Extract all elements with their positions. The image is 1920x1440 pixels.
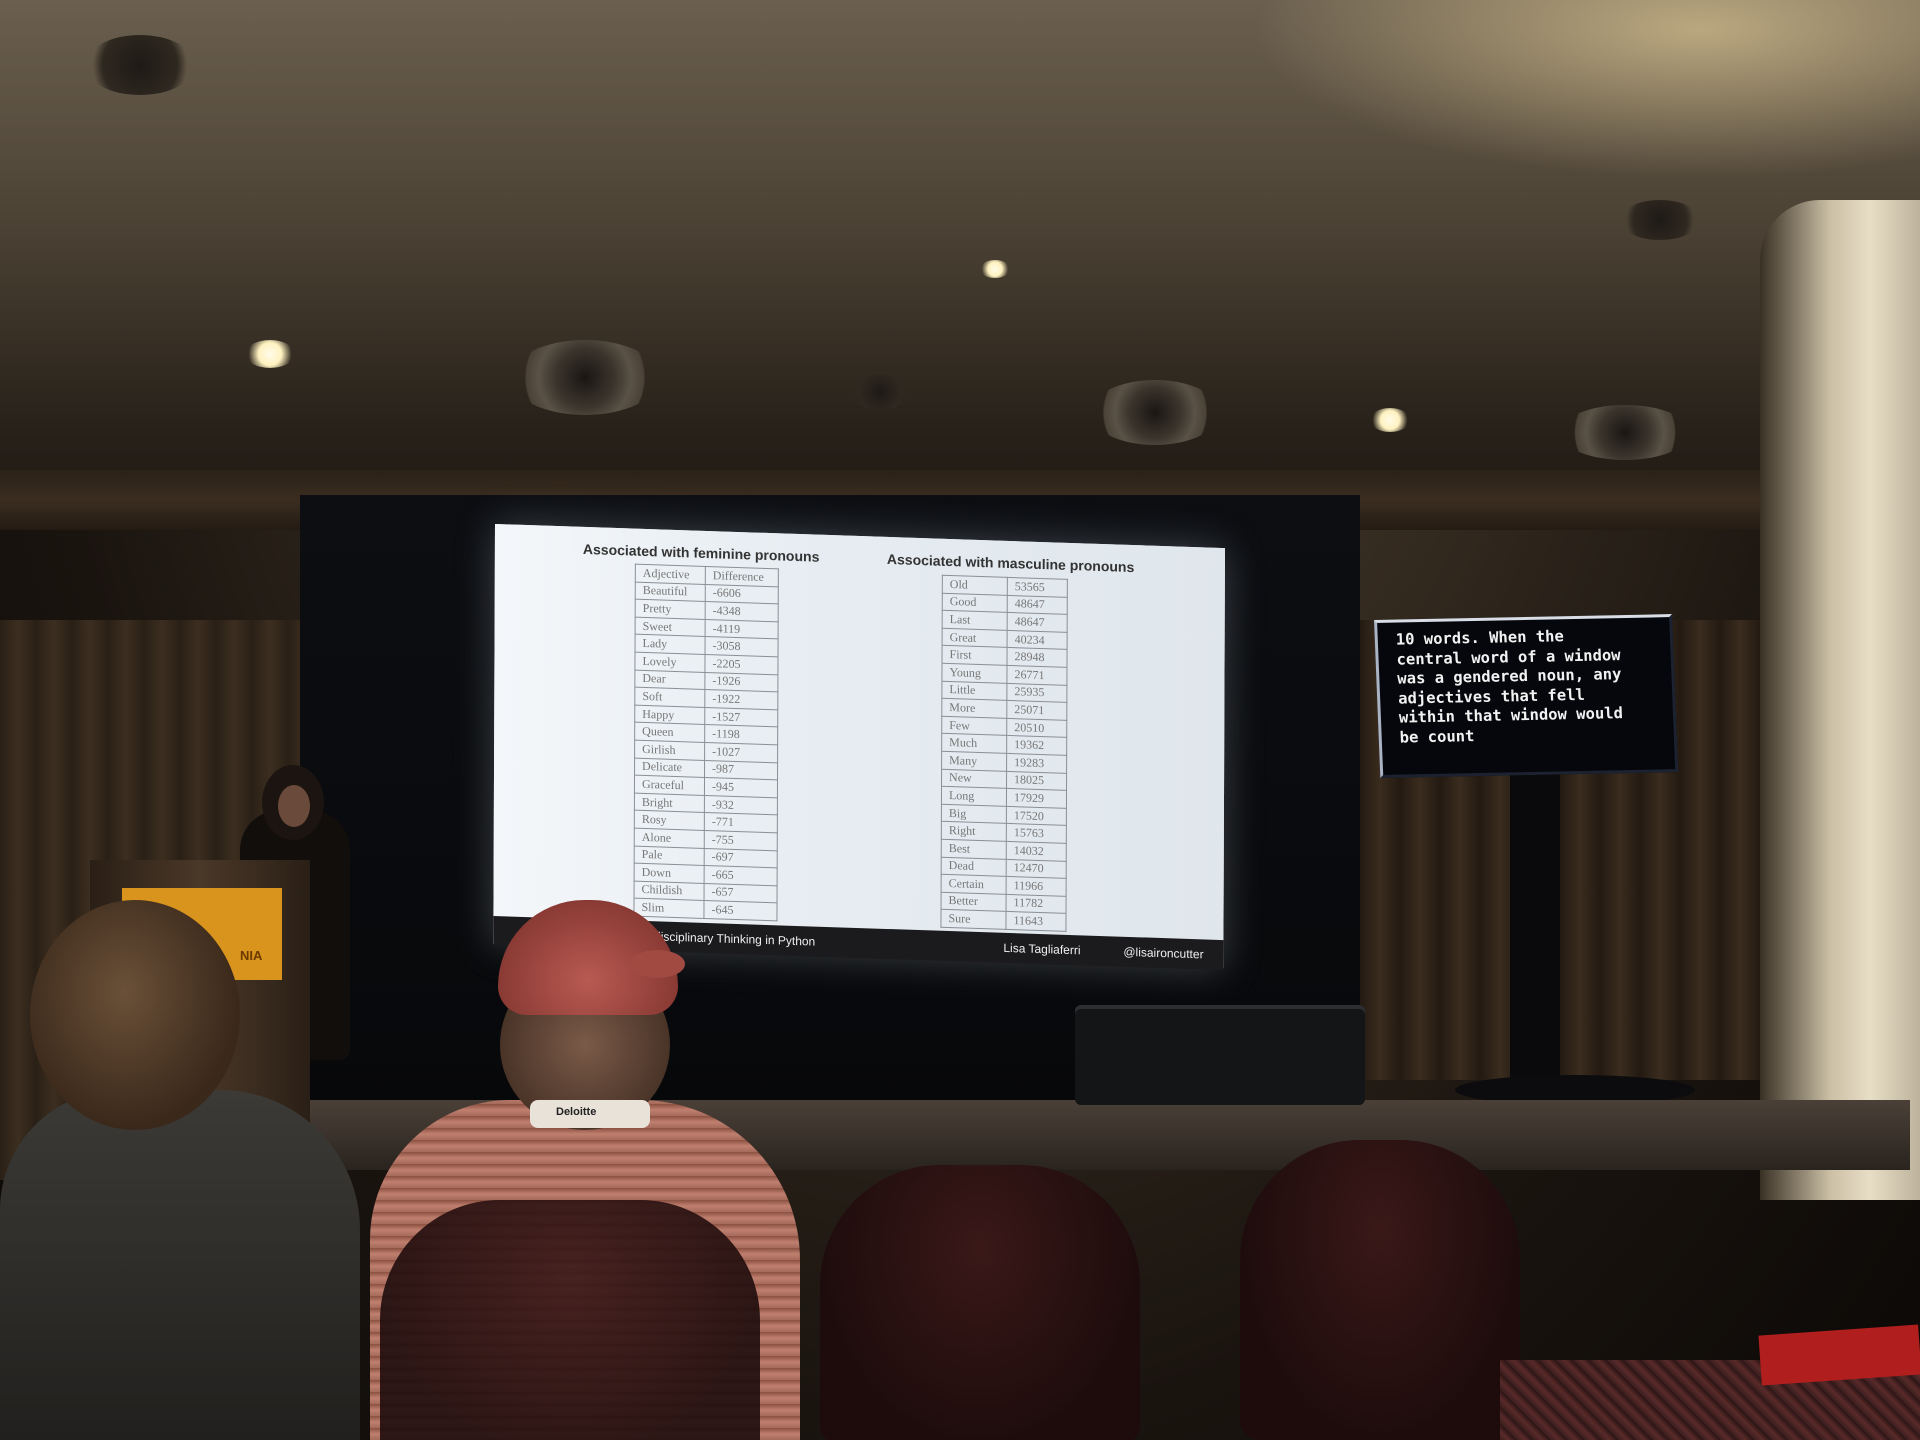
adjective-cell: Big — [941, 803, 1007, 824]
adjective-cell: Last — [942, 610, 1008, 631]
adjective-cell: Many — [941, 751, 1007, 771]
adjective-cell: Rosy — [634, 810, 705, 831]
adjective-cell: Soft — [634, 687, 705, 708]
ceiling-vent — [510, 340, 660, 415]
adjective-cell: Great — [942, 628, 1008, 648]
speaker-name: Lisa Tagliaferri — [1003, 940, 1081, 958]
adjective-cell: Young — [941, 663, 1008, 683]
difference-cell: 15763 — [1006, 823, 1067, 844]
adjective-cell: Delicate — [634, 757, 705, 778]
pillar — [1760, 200, 1920, 1200]
difference-cell: 14032 — [1006, 841, 1067, 861]
adjective-cell: Childish — [634, 880, 705, 901]
difference-cell: 26771 — [1006, 665, 1068, 685]
difference-cell: 40234 — [1007, 630, 1068, 650]
difference-cell: 28948 — [1007, 647, 1068, 668]
difference-cell: 11643 — [1005, 911, 1067, 932]
ceiling-speaker — [1620, 200, 1700, 240]
difference-cell: 11782 — [1006, 894, 1067, 914]
adjective-cell: Lovely — [634, 652, 706, 673]
adjective-cell: More — [941, 698, 1007, 719]
feminine-table: Adjective Difference Beautiful -6606 Pretty -… — [633, 564, 779, 922]
audience-member-left — [0, 1090, 360, 1440]
speaker-handle: @lisaironcutter — [1123, 944, 1204, 962]
red-cap-brim — [630, 950, 685, 978]
difference-cell: 48647 — [1007, 595, 1068, 615]
adjective-cell: Best — [941, 839, 1007, 859]
masculine-table: Old 53565 Good 48647 Last 48647 Great 40234 Firs… — [940, 575, 1068, 932]
adjective-cell: Better — [941, 891, 1007, 912]
adjective-cell: Right — [941, 821, 1007, 842]
ceiling-speaker — [85, 35, 195, 95]
difference-cell: 18025 — [1006, 770, 1067, 791]
adjective-cell: Pretty — [635, 599, 706, 620]
difference-cell: 11966 — [1006, 876, 1067, 897]
talk-title: erdisciplinary Thinking in Python — [643, 928, 816, 949]
ceiling-light-glow — [1250, 0, 1920, 180]
podium-sign-text: NIA — [240, 948, 263, 963]
difference-cell: 19283 — [1006, 753, 1067, 773]
caption-monitor: 10 words. When the central word of a win… — [1374, 614, 1679, 778]
audience-member-left-head — [30, 900, 240, 1130]
adjective-cell: Good — [942, 592, 1008, 613]
difference-cell: 12470 — [1006, 858, 1067, 879]
ceiling-vent — [1090, 380, 1220, 445]
difference-cell: 25071 — [1006, 700, 1067, 721]
ceiling-light — [980, 260, 1010, 278]
adjective-cell: Dead — [941, 856, 1007, 877]
adjective-cell: Certain — [941, 874, 1007, 895]
ceiling-light — [1370, 408, 1410, 432]
ceiling-fixture — [850, 375, 910, 410]
presenter-face — [278, 785, 310, 827]
adjective-cell: Bright — [634, 792, 705, 813]
adjective-cell: Alone — [634, 828, 705, 848]
adjective-cell: Much — [941, 733, 1007, 754]
adjective-cell: Little — [941, 680, 1007, 701]
ceiling-vent — [1560, 405, 1690, 460]
audience-chair — [1240, 1140, 1520, 1440]
adjective-cell: Slim — [633, 898, 705, 919]
adjective-cell: Long — [941, 786, 1007, 807]
adjective-cell: Beautiful — [635, 581, 706, 602]
adjective-cell: Happy — [634, 704, 705, 725]
monitor-stand — [1510, 770, 1560, 1100]
live-caption-text: 10 words. When the central word of a win… — [1395, 627, 1624, 747]
table-row: Sure 11643 — [940, 909, 1067, 932]
adjective-cell: New — [941, 768, 1007, 789]
lanyard-text: Deloitte — [556, 1106, 597, 1118]
adjective-cell: Girlish — [634, 740, 705, 760]
difference-cell: 48647 — [1007, 612, 1068, 633]
floor-projector — [1075, 1005, 1365, 1105]
audience-chair — [820, 1165, 1140, 1440]
adjective-cell: Old — [942, 575, 1008, 596]
difference-cell: 17520 — [1006, 806, 1067, 826]
adjective-cell: Queen — [634, 722, 705, 743]
adjective-cell: Lady — [635, 634, 706, 655]
table-header-cell: Adjective — [635, 564, 706, 585]
difference-cell: 53565 — [1007, 577, 1068, 597]
adjective-cell: Graceful — [634, 775, 705, 796]
difference-cell: 17929 — [1006, 788, 1067, 809]
adjective-cell: Pale — [634, 845, 705, 866]
conference-lanyard — [530, 1100, 650, 1128]
difference-cell: 19362 — [1006, 735, 1067, 756]
audience-chair — [380, 1200, 760, 1440]
difference-cell: 20510 — [1006, 718, 1067, 738]
adjective-cell: Few — [941, 716, 1007, 736]
difference-cell: 25935 — [1006, 682, 1067, 703]
adjective-cell: Down — [634, 863, 705, 884]
adjective-cell: First — [942, 645, 1008, 666]
adjective-cell: Sweet — [635, 616, 706, 637]
adjective-cell: Dear — [634, 669, 705, 690]
difference-cell: -645 — [703, 900, 778, 921]
ceiling-light — [245, 340, 295, 368]
adjective-cell: Sure — [940, 909, 1007, 930]
